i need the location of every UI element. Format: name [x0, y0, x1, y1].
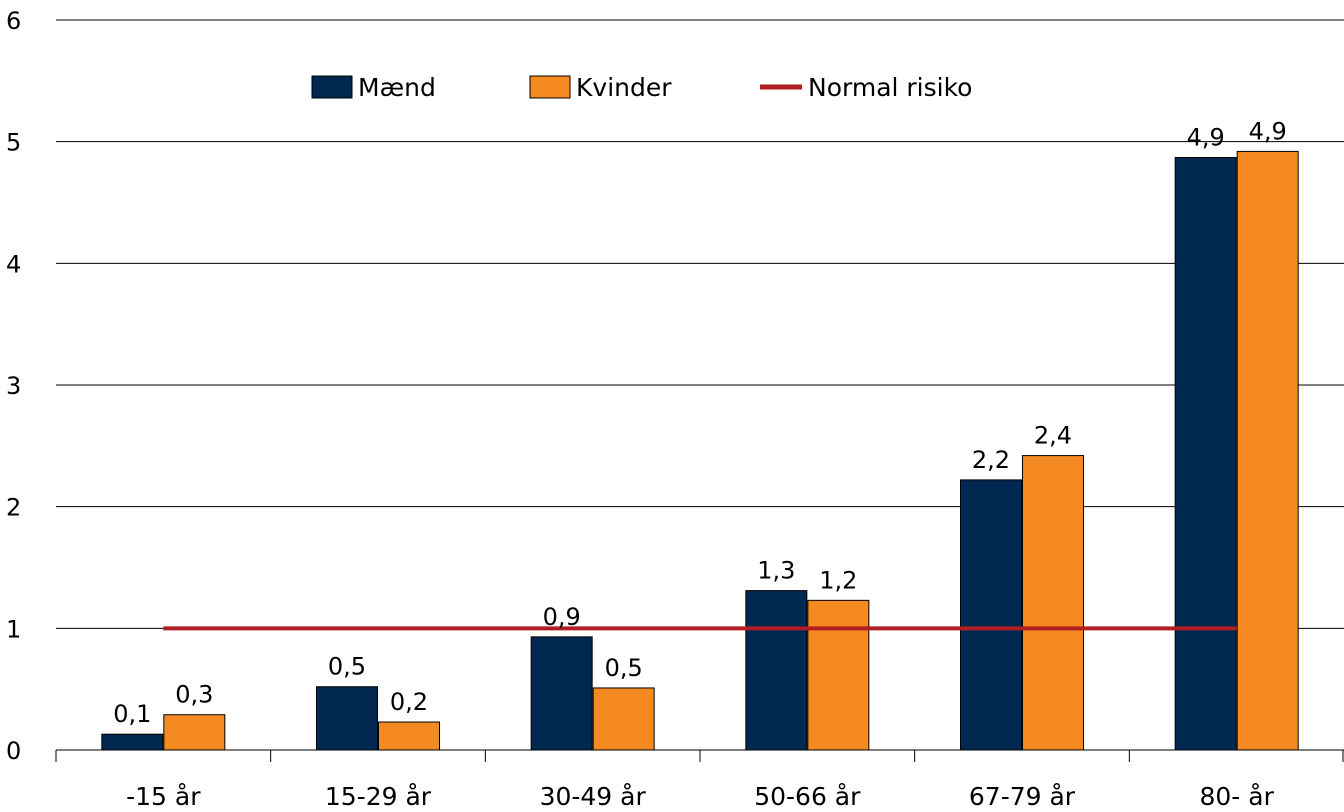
bar-maend: [316, 686, 378, 751]
legend-swatch-maend: [311, 75, 353, 99]
legend-label-maend: Mænd: [358, 73, 436, 102]
bar-maend: [745, 590, 808, 751]
data-label: 4,9: [1187, 123, 1225, 151]
bars: [101, 150, 1299, 751]
legend-label-kvinder: Kvinder: [576, 73, 672, 102]
bar-maend: [960, 479, 1022, 751]
data-label: 4,9: [1249, 117, 1287, 145]
gridlines: [56, 19, 1344, 629]
y-tick-label: 3: [6, 372, 21, 400]
data-label: 2,4: [1034, 422, 1072, 450]
bar-kvinder: [378, 721, 440, 751]
bar-maend: [101, 733, 164, 751]
bar-kvinder: [163, 714, 226, 751]
bar-maend: [530, 636, 593, 751]
data-label: 0,5: [605, 654, 643, 682]
bar-kvinder: [1022, 455, 1084, 751]
legend: Mænd Kvinder Normal risiko: [311, 73, 972, 102]
y-tick-label: 6: [6, 7, 21, 35]
x-tick-label: 30-49 år: [540, 782, 647, 811]
bar-maend: [1174, 156, 1237, 751]
y-tick-label: 5: [6, 129, 21, 157]
y-axis-ticks: 0 1 2 3 4 5 6: [6, 7, 21, 765]
data-label: 2,2: [972, 446, 1010, 474]
data-label: 0,2: [390, 688, 428, 716]
x-axis: -15 år 15-29 år 30-49 år 50-66 år 67-79 år 80…: [55, 749, 1344, 811]
y-tick-label: 0: [6, 737, 21, 765]
x-tick-label: 67-79 år: [969, 782, 1076, 811]
data-label: 1,3: [757, 557, 795, 585]
y-tick-label: 2: [6, 494, 21, 522]
legend-swatch-kvinder: [529, 75, 571, 99]
y-tick-label: 4: [6, 250, 21, 278]
data-label: 1,2: [819, 566, 857, 594]
data-label: 0,5: [328, 653, 366, 681]
data-label: 0,3: [175, 681, 213, 709]
data-labels: 0,1 0,3 0,5 0,2 0,9 0,5 1,3 1,2 2,2 2,4 4,9 4,9: [113, 117, 1287, 728]
data-label: 0,1: [113, 700, 151, 728]
x-tick-label: 50-66 år: [754, 782, 861, 811]
x-tick-label: 15-29 år: [325, 782, 432, 811]
legend-label-normal-risiko: Normal risiko: [808, 73, 972, 102]
bar-kvinder: [807, 599, 870, 751]
y-tick-label: 1: [6, 615, 21, 643]
x-tick-label: 80- år: [1199, 782, 1274, 811]
bar-kvinder: [592, 687, 655, 751]
bar-kvinder: [1236, 150, 1299, 751]
data-label: 0,9: [543, 603, 581, 631]
x-tick-label: -15 år: [126, 782, 201, 811]
